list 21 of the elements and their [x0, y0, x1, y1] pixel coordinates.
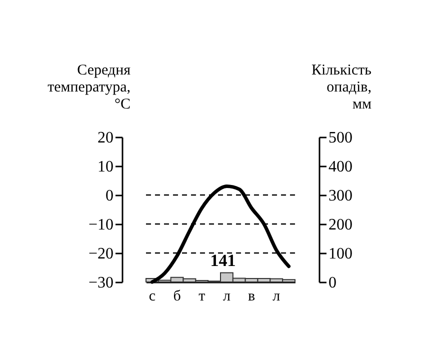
- x-tick-label: в: [248, 288, 256, 304]
- y-tick-label: −30: [88, 274, 114, 292]
- y2-tick-label: 100: [328, 246, 352, 262]
- annotation: 141: [210, 251, 236, 270]
- y-tick-label: 20: [98, 130, 114, 146]
- y2-tick-label: 200: [328, 216, 352, 234]
- y-tick-label: 10: [98, 158, 114, 176]
- x-tick-label: с: [148, 288, 156, 304]
- x-tick-label: б: [173, 288, 182, 304]
- y2-tick-label: 0: [328, 274, 336, 292]
- y-tick-label: 0: [106, 188, 114, 204]
- y2-tick-label: 400: [328, 158, 352, 176]
- x-tick-label: л: [222, 288, 231, 304]
- x-tick-label: т: [198, 288, 206, 304]
- y-axis-title: Середня температура, °C: [48, 62, 131, 112]
- y2-tick-label: 300: [328, 188, 352, 204]
- y2-axis-title: Кількість опадів, мм: [311, 62, 372, 112]
- y2-tick-label: 500: [328, 130, 352, 146]
- y-tick-label: −10: [88, 216, 114, 234]
- y-tick-label: −20: [88, 246, 114, 262]
- x-tick-label: л: [272, 288, 281, 304]
